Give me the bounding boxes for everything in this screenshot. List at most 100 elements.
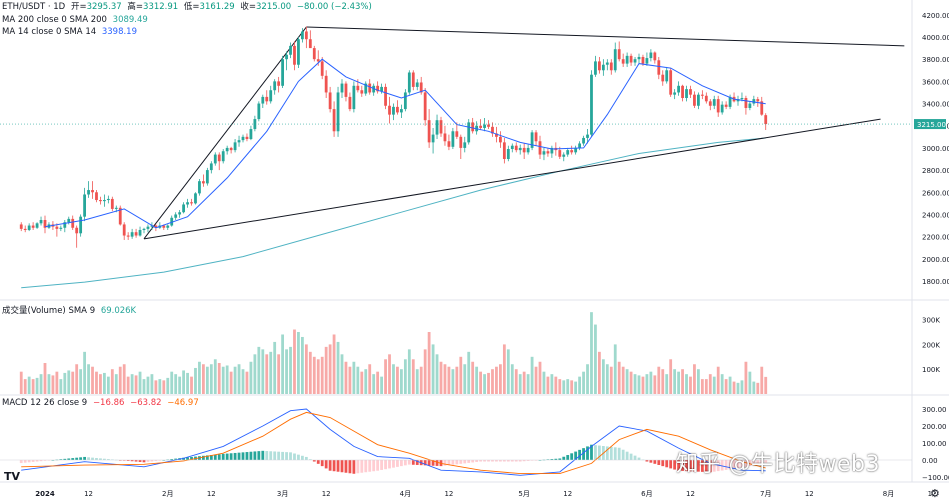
candle-body bbox=[756, 99, 760, 102]
time-tick-label: 3月 bbox=[277, 490, 288, 498]
volume-bar bbox=[431, 344, 435, 394]
candle-body bbox=[403, 92, 407, 110]
time-tick-label: 5月 bbox=[518, 490, 529, 498]
candle-body bbox=[308, 39, 312, 49]
macd-histogram-bar bbox=[213, 454, 217, 460]
volume-bar bbox=[764, 376, 768, 394]
volume-bar bbox=[130, 374, 134, 394]
macd-histogram-bar bbox=[301, 455, 304, 460]
macd-tick-label: 0.00 bbox=[922, 457, 938, 465]
candle-body bbox=[499, 136, 502, 143]
macd-histogram-bar bbox=[506, 460, 510, 462]
volume-bar bbox=[558, 379, 562, 394]
candle-body bbox=[126, 235, 130, 237]
volume-bar bbox=[554, 376, 558, 394]
candle-body bbox=[87, 190, 90, 195]
volume-bar bbox=[605, 364, 609, 394]
macd-histogram-bar bbox=[186, 457, 189, 460]
macd-tick-label: 100.00 bbox=[922, 440, 947, 448]
macd-tick-label: −100.00 bbox=[922, 474, 949, 482]
macd-legend[interactable]: MACD 12 26 close 9 −16.86 −63.82 −46.97 bbox=[2, 398, 202, 409]
candle-body bbox=[372, 85, 376, 93]
volume-bar bbox=[748, 371, 752, 394]
candle-body bbox=[59, 227, 63, 229]
candle-body bbox=[340, 83, 344, 93]
ma200-legend[interactable]: MA 200 close 0 SMA 200 3089.49 bbox=[2, 15, 151, 26]
volume-bar bbox=[277, 354, 281, 394]
candle-body bbox=[75, 227, 79, 234]
ma14-value: 3398.19 bbox=[101, 27, 137, 37]
volume-bar bbox=[368, 364, 372, 394]
candle-body bbox=[150, 225, 154, 227]
ma14-polyline bbox=[44, 58, 766, 229]
candle-body bbox=[605, 62, 609, 65]
price-tick-label: 1800.00 bbox=[922, 278, 949, 286]
tradingview-logo[interactable]: TV bbox=[4, 470, 21, 483]
volume-legend[interactable]: 成交量(Volume) SMA 9 69.026K bbox=[2, 306, 139, 317]
macd-histogram-bar bbox=[681, 460, 684, 471]
macd-histogram-bar bbox=[582, 448, 585, 460]
volume-bar bbox=[134, 375, 138, 394]
candlesticks bbox=[19, 26, 768, 248]
volume-bar bbox=[712, 376, 716, 394]
macd-histogram-bar bbox=[415, 460, 419, 465]
macd-histogram-bar bbox=[455, 460, 459, 465]
candle-body bbox=[67, 218, 71, 223]
candle-body bbox=[91, 190, 94, 193]
macd-histogram-bar bbox=[158, 460, 162, 461]
volume-bars bbox=[19, 312, 768, 394]
candle-body bbox=[103, 200, 106, 202]
candle-body bbox=[269, 90, 273, 102]
volume-bar bbox=[621, 366, 625, 394]
macd-histogram-bar bbox=[510, 460, 514, 462]
volume-bar bbox=[221, 366, 225, 394]
volume-bar bbox=[400, 369, 403, 394]
candle-body bbox=[558, 150, 562, 157]
volume-label: 成交量(Volume) SMA 9 bbox=[2, 306, 96, 316]
candle-body bbox=[752, 99, 756, 104]
macd-histogram-bar bbox=[700, 460, 704, 472]
volume-bar bbox=[609, 366, 613, 394]
symbol-label[interactable]: ETH/USDT · 1D bbox=[2, 2, 66, 12]
macd-histogram-bar bbox=[328, 460, 332, 471]
macd-hist-value: −16.86 bbox=[92, 398, 125, 408]
macd-histogram-bar bbox=[245, 452, 249, 460]
candle-body bbox=[384, 86, 387, 106]
candle-body bbox=[301, 31, 304, 40]
candle-body bbox=[43, 220, 47, 228]
volume-bar bbox=[530, 356, 534, 394]
candle-body bbox=[106, 198, 110, 201]
volume-bar bbox=[756, 382, 760, 394]
volume-bar bbox=[324, 346, 328, 394]
volume-bar bbox=[217, 363, 221, 394]
volume-bar bbox=[752, 381, 756, 394]
candle-body bbox=[99, 200, 102, 202]
volume-bar bbox=[439, 361, 443, 394]
volume-bar bbox=[582, 371, 585, 394]
volume-bar bbox=[35, 377, 39, 394]
ma14-legend[interactable]: MA 14 close 0 SMA 14 3398.19 bbox=[2, 27, 140, 38]
price-tick-label: 2200.00 bbox=[922, 234, 949, 242]
macd-histogram-bar bbox=[447, 460, 451, 466]
volume-bar bbox=[229, 371, 233, 394]
candle-body bbox=[336, 92, 340, 132]
volume-bar bbox=[213, 359, 217, 394]
macd-histogram-bar bbox=[724, 460, 728, 470]
volume-bar bbox=[407, 349, 411, 394]
macd-histogram-bar bbox=[257, 451, 261, 460]
ma14-line bbox=[44, 58, 766, 229]
time-tick-label: 4月 bbox=[400, 490, 411, 498]
price-tick-label: 4200.00 bbox=[922, 12, 949, 20]
price-tick-label: 3400.00 bbox=[922, 101, 949, 109]
volume-bar bbox=[273, 341, 277, 394]
time-tick-label: 12 bbox=[686, 490, 695, 498]
gear-icon[interactable]: ⚙ bbox=[930, 487, 940, 500]
volume-bar bbox=[649, 371, 653, 394]
volume-bar bbox=[645, 374, 649, 394]
candle-body bbox=[720, 104, 724, 113]
symbol-ohlc-legend: ETH/USDT · 1D 开=3295.37 高=3312.91 低=3161… bbox=[2, 2, 375, 13]
macd-histogram-bar bbox=[31, 460, 35, 462]
candle-body bbox=[435, 120, 439, 135]
macd-histogram-bar bbox=[360, 460, 364, 473]
